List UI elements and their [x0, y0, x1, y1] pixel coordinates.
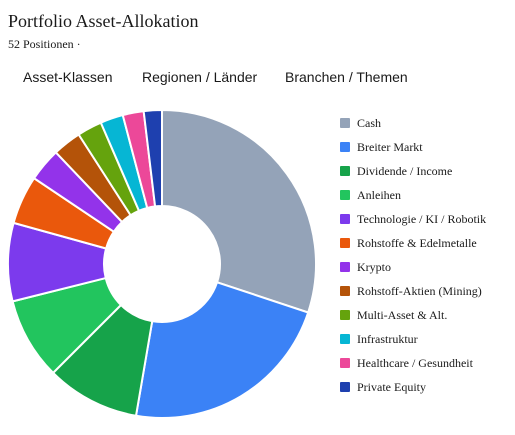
- legend-swatch: [340, 334, 350, 344]
- legend-item[interactable]: Krypto: [335, 259, 486, 283]
- tab-regionen-laender[interactable]: Regionen / Länder: [142, 69, 258, 85]
- legend-swatch: [340, 118, 350, 128]
- legend-label: Rohstoffe & Edelmetalle: [357, 236, 477, 250]
- legend-item[interactable]: Dividende / Income: [335, 163, 486, 187]
- legend-swatch: [340, 262, 350, 272]
- legend-item[interactable]: Rohstoff-Aktien (Mining): [335, 283, 486, 307]
- legend-item[interactable]: Rohstoffe & Edelmetalle: [335, 235, 486, 259]
- legend-item[interactable]: Anleihen: [335, 187, 486, 211]
- legend-label: Technologie / KI / Robotik: [357, 212, 487, 226]
- tab-bar: Asset-Klassen Regionen / Länder Branchen…: [0, 69, 515, 89]
- legend-label: Krypto: [357, 260, 391, 274]
- legend-item[interactable]: Multi-Asset & Alt.: [335, 307, 486, 331]
- tab-asset-klassen[interactable]: Asset-Klassen: [23, 69, 113, 85]
- legend-label: Dividende / Income: [357, 164, 453, 178]
- slice-cash[interactable]: [161, 108, 317, 314]
- legend-label: Private Equity: [357, 380, 426, 394]
- legend-item[interactable]: Healthcare / Gesundheit: [335, 355, 486, 379]
- legend-swatch: [340, 310, 350, 320]
- page-title: Portfolio Asset-Allokation: [8, 11, 199, 31]
- legend-item[interactable]: Private Equity: [335, 379, 486, 403]
- legend-item[interactable]: Technologie / KI / Robotik: [335, 211, 486, 235]
- legend-swatch: [340, 166, 350, 176]
- legend-label: Cash: [357, 116, 381, 130]
- legend-item[interactable]: Breiter Markt: [335, 139, 486, 163]
- legend-swatch: [340, 190, 350, 200]
- chart-legend: Cash Breiter Markt Dividende / Income Anlei…: [335, 115, 486, 403]
- legend-swatch: [340, 358, 350, 368]
- slice-breiter-markt[interactable]: [134, 281, 310, 419]
- position-count: 52 Positionen ·: [8, 37, 81, 51]
- legend-swatch: [340, 382, 350, 392]
- donut-chart: [7, 108, 317, 419]
- slice-private-equity[interactable]: [142, 108, 163, 208]
- legend-swatch: [340, 214, 350, 224]
- legend-swatch: [340, 238, 350, 248]
- legend-label: Multi-Asset & Alt.: [357, 308, 448, 322]
- legend-label: Healthcare / Gesundheit: [357, 356, 473, 370]
- legend-label: Breiter Markt: [357, 140, 423, 154]
- legend-label: Anleihen: [357, 188, 401, 202]
- legend-item[interactable]: Infrastruktur: [335, 331, 486, 355]
- legend-swatch: [340, 142, 350, 152]
- tab-branchen-themen[interactable]: Branchen / Themen: [285, 69, 408, 85]
- legend-label: Infrastruktur: [357, 332, 418, 346]
- legend-swatch: [340, 286, 350, 296]
- legend-label: Rohstoff-Aktien (Mining): [357, 284, 482, 298]
- legend-item[interactable]: Cash: [335, 115, 486, 139]
